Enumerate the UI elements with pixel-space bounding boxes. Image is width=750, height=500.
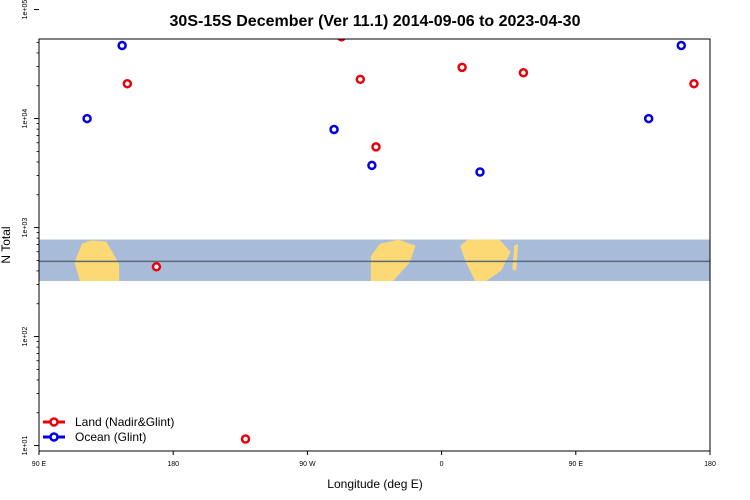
data-marks bbox=[82, 29, 726, 444]
y-axis-label: N Total bbox=[0, 226, 13, 263]
legend-label-land: Land (Nadir&Glint) bbox=[75, 415, 174, 429]
x-tick-label-0: 90 E bbox=[32, 461, 47, 468]
x-tick-label-3: 0 bbox=[440, 461, 444, 468]
land-point-16 bbox=[689, 78, 699, 89]
land-point-11 bbox=[502, 29, 509, 36]
x-tick-label-2: 90 W bbox=[299, 461, 316, 468]
y-axis: 1e+01 1e+02 1e+03 1e+04 1e+05 bbox=[22, 0, 39, 455]
x-tick-label-4: 90 E bbox=[569, 461, 584, 468]
ocean-point-2 bbox=[82, 113, 92, 124]
world-map-strip bbox=[39, 239, 750, 281]
land-point-4 bbox=[151, 262, 162, 272]
land-point-17 bbox=[719, 263, 726, 270]
ocean-point-14 bbox=[367, 160, 377, 171]
ocean-point-3 bbox=[117, 40, 127, 51]
y-tick-label-3: 1e+04 bbox=[22, 109, 29, 129]
landmass-2-0 bbox=[460, 239, 511, 281]
legend-item-ocean: Ocean (Glint) bbox=[43, 430, 146, 444]
ocean-point-28 bbox=[676, 40, 687, 51]
legend-marker-ocean bbox=[49, 432, 59, 442]
x-tick-label-5: 180 bbox=[704, 461, 716, 468]
y-tick-label-2: 1e+03 bbox=[22, 218, 29, 238]
land-point-5 bbox=[240, 434, 251, 444]
legend-item-land: Land (Nadir&Glint) bbox=[43, 415, 174, 429]
y-tick-label-1: 1e+02 bbox=[22, 327, 29, 347]
ocean-point-19 bbox=[475, 167, 485, 177]
land-point-8 bbox=[371, 142, 381, 152]
land-point-3 bbox=[122, 78, 133, 89]
plot-frame bbox=[38, 38, 711, 452]
ocean-point-13 bbox=[329, 124, 339, 135]
landmass-3-0 bbox=[512, 243, 518, 271]
landmass-0-1 bbox=[745, 240, 750, 281]
land-point-12 bbox=[518, 68, 529, 78]
x-axis-label: Longitude (deg E) bbox=[327, 477, 422, 491]
legend-marker-land bbox=[49, 417, 59, 427]
legend-label-ocean: Ocean (Glint) bbox=[75, 430, 146, 444]
x-tick-label-1: 180 bbox=[167, 461, 179, 468]
chart-title: 30S-15S December (Ver 11.1) 2014-09-06 t… bbox=[170, 13, 581, 30]
ocean-point-27 bbox=[643, 113, 654, 124]
land-point-7 bbox=[355, 74, 366, 85]
land-point-9 bbox=[457, 62, 467, 73]
y-tick-label-0: 1e+01 bbox=[22, 436, 29, 456]
x-axis: 90 E 180 90 W 0 90 E 180 bbox=[32, 451, 716, 468]
landmass-1-0 bbox=[370, 239, 416, 281]
y-tick-label-4: 1e+05 bbox=[22, 0, 29, 19]
legend: Land (Nadir&Glint) Ocean (Glint) bbox=[43, 415, 174, 444]
